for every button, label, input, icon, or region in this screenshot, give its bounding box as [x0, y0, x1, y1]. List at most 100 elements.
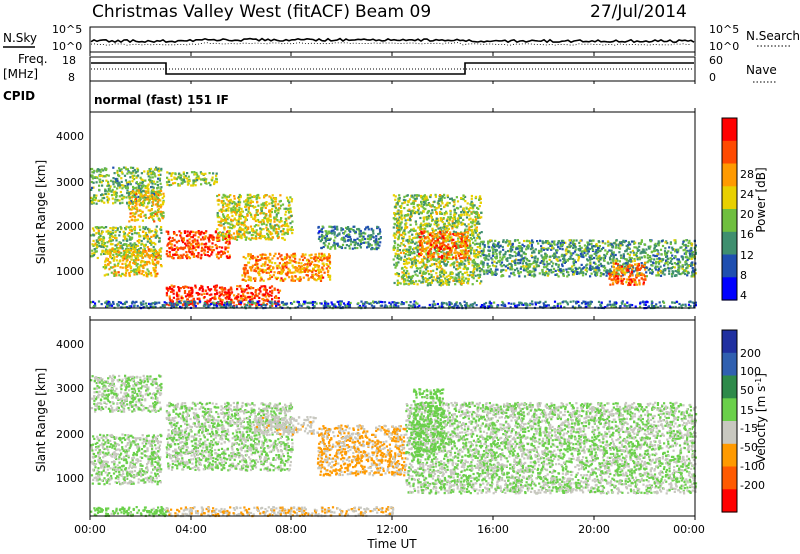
power-cell	[420, 252, 423, 256]
power-cell	[419, 244, 422, 247]
power-cell	[408, 261, 411, 264]
power-cell	[376, 242, 379, 245]
power-cell	[260, 208, 263, 211]
power-cell	[146, 238, 149, 241]
power-cell	[170, 178, 173, 181]
power-cell	[217, 198, 220, 201]
power-cell	[153, 173, 156, 176]
power-cell	[254, 279, 257, 282]
power-cell	[443, 263, 446, 266]
power-cell	[464, 243, 467, 246]
power-cell	[564, 241, 567, 244]
power-cell	[294, 257, 297, 260]
power-cell	[300, 262, 303, 265]
power-cell	[112, 235, 115, 238]
power-cell	[281, 224, 284, 227]
power-cell	[375, 246, 378, 249]
power-cell	[403, 230, 406, 233]
power-cell	[448, 233, 451, 236]
power-cell	[474, 229, 477, 232]
power-cell	[435, 249, 439, 252]
power-cell	[453, 211, 456, 214]
power-cell	[450, 253, 453, 256]
power-cell	[98, 184, 101, 187]
power-cell	[226, 207, 229, 211]
power-cell	[448, 247, 451, 250]
power-cell	[124, 166, 127, 169]
power-cell	[132, 192, 135, 195]
power-cell	[134, 187, 137, 190]
power-cell	[327, 230, 330, 233]
power-cell	[435, 217, 438, 220]
power-cell	[218, 251, 221, 254]
power-cell	[465, 231, 468, 234]
power-cell	[349, 238, 352, 241]
power-cell	[237, 293, 240, 296]
power-cell	[536, 240, 539, 243]
power-cell	[471, 275, 474, 279]
power-cell	[348, 244, 351, 248]
power-cell	[404, 225, 407, 228]
power-cell	[259, 212, 262, 215]
power-cell	[285, 256, 288, 259]
power-cell	[248, 258, 252, 261]
power-cell	[151, 230, 154, 233]
power-cell	[474, 220, 477, 223]
power-cell	[238, 227, 241, 231]
power-cell	[256, 213, 259, 216]
power-cell	[145, 252, 148, 255]
power-cell	[438, 195, 441, 198]
power-cell	[204, 246, 207, 249]
power-cell	[244, 205, 247, 208]
power-cell	[286, 231, 289, 234]
power-cell	[107, 198, 111, 201]
power-cell	[274, 302, 277, 305]
power-cell	[462, 235, 466, 238]
power-cell	[240, 237, 243, 240]
power-cell	[129, 166, 133, 169]
power-cell	[460, 237, 463, 240]
power-cell	[190, 236, 193, 239]
power-cell	[456, 200, 460, 203]
power-cell	[147, 175, 150, 178]
power-cell	[100, 245, 103, 248]
power-cell	[250, 229, 254, 232]
power-cell	[115, 255, 118, 258]
power-cell	[232, 224, 235, 227]
power-cell	[334, 243, 337, 246]
power-cell	[145, 263, 148, 266]
power-cell	[462, 233, 465, 236]
power-cell	[276, 235, 279, 238]
power-cell	[259, 253, 262, 257]
power-cell	[118, 183, 121, 186]
power-cell	[207, 236, 210, 239]
power-cell	[236, 232, 239, 235]
power-cell	[109, 190, 112, 193]
power-cell	[217, 232, 220, 235]
power-cell	[447, 283, 450, 286]
power-cell	[91, 227, 95, 230]
power-cell	[124, 262, 127, 265]
power-cell	[177, 239, 180, 242]
power-cell	[476, 246, 479, 249]
power-cell	[317, 277, 320, 281]
power-cell	[202, 173, 205, 176]
power-cell	[277, 227, 280, 230]
power-cell	[435, 262, 438, 266]
power-cell	[265, 289, 268, 292]
power-cell	[423, 194, 426, 197]
power-cell	[220, 210, 223, 213]
power-cell	[123, 251, 126, 254]
power-cell	[609, 258, 612, 261]
power-cell	[129, 249, 132, 252]
power-cell	[428, 251, 431, 254]
power-cell	[128, 220, 131, 223]
power-cell	[368, 244, 371, 247]
power-cell	[276, 267, 279, 270]
power-cell	[274, 200, 277, 203]
power-cell	[453, 203, 456, 206]
power-cell	[278, 221, 281, 224]
power-cell	[253, 195, 256, 198]
power-cell	[474, 274, 477, 277]
power-cell	[231, 219, 234, 222]
